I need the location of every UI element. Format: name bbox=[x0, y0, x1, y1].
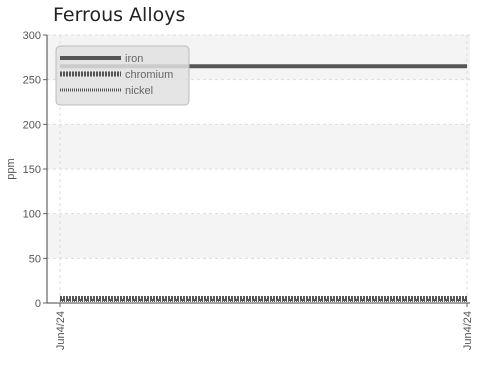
plot-band bbox=[47, 258, 470, 303]
y-tick-label: 250 bbox=[23, 75, 41, 87]
plot-band bbox=[47, 124, 470, 169]
y-tick-label: 100 bbox=[23, 209, 41, 221]
y-tick-label: 50 bbox=[29, 253, 41, 265]
y-axis-label: ppm bbox=[5, 158, 17, 179]
x-tick-label: Jun4/24 bbox=[462, 311, 474, 350]
x-tick-label: Jun4/24 bbox=[55, 311, 67, 350]
chart-title: Ferrous Alloys bbox=[53, 4, 186, 26]
legend-label-iron: iron bbox=[125, 53, 143, 65]
legend-box bbox=[55, 45, 190, 106]
y-tick-label: 150 bbox=[23, 164, 41, 176]
y-tick-label: 0 bbox=[35, 298, 41, 310]
plot-band bbox=[47, 213, 470, 259]
legend-label-chromium: chromium bbox=[125, 69, 173, 81]
legend-label-nickel: nickel bbox=[125, 85, 153, 97]
y-tick-label: 300 bbox=[23, 30, 41, 42]
plot-band bbox=[47, 169, 470, 214]
y-tick-label: 200 bbox=[23, 119, 41, 131]
